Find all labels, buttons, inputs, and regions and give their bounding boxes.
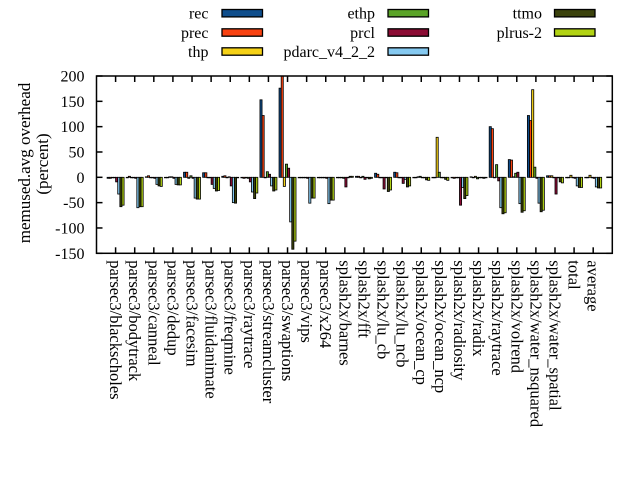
svg-text:parsec3/canneal: parsec3/canneal <box>144 260 163 366</box>
svg-text:splash2x/radiosity: splash2x/radiosity <box>450 260 469 381</box>
svg-text:thp: thp <box>188 44 208 61</box>
svg-text:splash2x/raytrace: splash2x/raytrace <box>488 260 507 375</box>
svg-text:ttmo: ttmo <box>513 6 542 23</box>
svg-text:splash2x/volrend: splash2x/volrend <box>507 260 526 373</box>
svg-text:splash2x/ocean_ncp: splash2x/ocean_ncp <box>431 260 450 393</box>
svg-text:150: 150 <box>61 94 85 111</box>
svg-text:parsec3/freqmine: parsec3/freqmine <box>221 260 240 375</box>
svg-text:-150: -150 <box>55 246 84 263</box>
svg-text:(percent): (percent) <box>33 133 52 194</box>
svg-text:parsec3/facesim: parsec3/facesim <box>183 260 202 366</box>
svg-text:parsec3/raytrace: parsec3/raytrace <box>240 260 259 368</box>
svg-text:0: 0 <box>77 170 85 187</box>
svg-text:50: 50 <box>69 144 85 161</box>
svg-text:rec: rec <box>189 6 209 23</box>
svg-text:memused.avg overhead: memused.avg overhead <box>15 82 34 243</box>
svg-text:parsec3/fluidanimate: parsec3/fluidanimate <box>202 260 221 398</box>
svg-text:splash2x/lu_ncb: splash2x/lu_ncb <box>393 260 412 367</box>
svg-text:100: 100 <box>61 119 85 136</box>
svg-text:plrus-2: plrus-2 <box>497 25 542 42</box>
svg-text:splash2x/lu_cb: splash2x/lu_cb <box>374 260 393 359</box>
svg-text:splash2x/fft: splash2x/fft <box>354 260 373 338</box>
svg-text:splash2x/barnes: splash2x/barnes <box>335 260 354 365</box>
svg-text:splash2x/ocean_cp: splash2x/ocean_cp <box>412 260 431 385</box>
svg-text:-100: -100 <box>55 220 84 237</box>
svg-text:pdarc_v4_2_2: pdarc_v4_2_2 <box>283 44 375 61</box>
svg-text:parsec3/vips: parsec3/vips <box>297 260 316 342</box>
svg-text:prcl: prcl <box>350 25 375 42</box>
svg-text:parsec3/swaptions: parsec3/swaptions <box>278 260 297 381</box>
svg-text:splash2x/radix: splash2x/radix <box>469 260 488 357</box>
svg-text:200: 200 <box>61 69 85 86</box>
svg-text:parsec3/dedup: parsec3/dedup <box>163 260 182 355</box>
svg-text:parsec3/blackscholes: parsec3/blackscholes <box>106 260 125 399</box>
svg-text:parsec3/streamcluster: parsec3/streamcluster <box>259 260 278 403</box>
svg-text:splash2x/water_nsquared: splash2x/water_nsquared <box>526 260 545 428</box>
svg-text:-50: -50 <box>63 195 84 212</box>
svg-text:ethp: ethp <box>347 6 375 23</box>
svg-text:splash2x/water_spatial: splash2x/water_spatial <box>545 260 564 411</box>
svg-text:parsec3/bodytrack: parsec3/bodytrack <box>125 260 144 382</box>
svg-text:average: average <box>584 260 603 311</box>
svg-text:parsec3/x264: parsec3/x264 <box>316 260 335 348</box>
svg-text:prec: prec <box>181 25 209 42</box>
svg-text:total: total <box>565 260 584 290</box>
